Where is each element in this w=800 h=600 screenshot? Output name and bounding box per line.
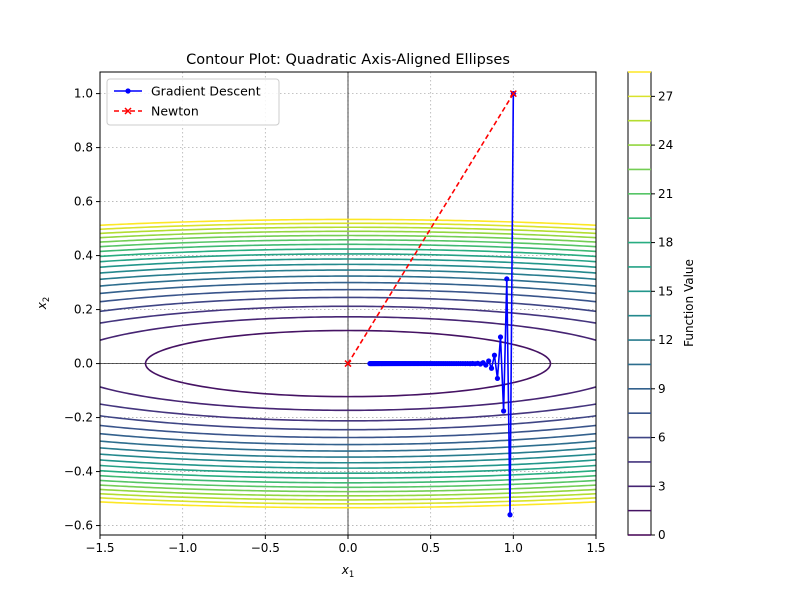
contour-level-3 bbox=[100, 296, 596, 431]
contours bbox=[100, 218, 596, 509]
series-point-gradient-descent-3 bbox=[501, 408, 507, 414]
contour-level-7 bbox=[100, 269, 596, 458]
y-tick-label-1: −0.4 bbox=[64, 465, 93, 479]
contour-level-15 bbox=[100, 230, 596, 497]
y-axis-label-sub: 2 bbox=[42, 297, 52, 302]
legend-label-gradient-descent: Gradient Descent bbox=[151, 84, 261, 99]
y-axis: −0.6 −0.4 −0.2 0.0 0.2 0.4 0.6 0.8 1.0 bbox=[64, 87, 100, 533]
y-axis-label-base: x bbox=[35, 301, 49, 310]
contour-level-11 bbox=[100, 248, 596, 479]
x-axis-label-sub: 1 bbox=[349, 570, 354, 580]
x-tick-label-0: −1.5 bbox=[85, 541, 114, 555]
contour-level-14 bbox=[100, 234, 596, 493]
series-point-gradient-descent-8 bbox=[486, 358, 492, 364]
series-point-gradient-descent-6 bbox=[491, 352, 498, 358]
contour-level-9 bbox=[100, 258, 596, 469]
y-tick-label-4: 0.2 bbox=[74, 303, 93, 317]
x-tick-label-1: −1.0 bbox=[168, 541, 197, 555]
contour-level-13 bbox=[100, 239, 596, 489]
x-tick-label-3: 0.0 bbox=[338, 541, 357, 555]
colorbar: 0 3 6 9 12 15 18 21 24 27 bbox=[627, 71, 673, 542]
series-point-newton-0 bbox=[509, 90, 517, 98]
series-point-gradient-descent-5 bbox=[494, 375, 501, 382]
series-point-gradient-descent-4 bbox=[497, 334, 504, 340]
contour-level-0 bbox=[144, 329, 552, 398]
series-point-gradient-descent-100 bbox=[367, 360, 373, 367]
colorbar-tick-label-4: 12 bbox=[658, 333, 673, 347]
contour-level-6 bbox=[100, 275, 596, 452]
colorbar-tick-label-2: 6 bbox=[658, 431, 666, 445]
contour-level-4 bbox=[100, 288, 596, 439]
series-point-gradient-descent-7 bbox=[488, 365, 495, 371]
contour-level-17 bbox=[100, 222, 596, 505]
series-point-newton-1 bbox=[344, 360, 352, 368]
colorbar-tick-label-0: 0 bbox=[658, 528, 666, 542]
contour-level-10 bbox=[100, 253, 596, 475]
contour-level-18 bbox=[100, 218, 596, 509]
legend: Gradient Descent Newton bbox=[106, 78, 280, 126]
series-point-gradient-descent-1 bbox=[507, 512, 513, 518]
chart-title: Contour Plot: Quadratic Axis-Aligned Ell… bbox=[186, 52, 510, 68]
colorbar-tick-label-7: 21 bbox=[658, 187, 673, 201]
x-axis-label-base: x bbox=[341, 563, 350, 577]
contour-level-16 bbox=[100, 226, 596, 501]
colorbar-frame bbox=[627, 71, 652, 536]
x-tick-label-6: 1.5 bbox=[586, 541, 605, 555]
x-axis: −1.5 −1.0 −0.5 0.0 0.5 1.0 1.5 bbox=[85, 535, 606, 555]
legend-box bbox=[106, 78, 280, 126]
y-tick-label-8: 1.0 bbox=[74, 87, 93, 101]
contour-level-12 bbox=[100, 243, 596, 484]
contour-level-1 bbox=[100, 316, 596, 412]
y-tick-label-6: 0.6 bbox=[74, 195, 93, 209]
colorbar-label: Function Value bbox=[682, 259, 696, 347]
y-tick-label-5: 0.4 bbox=[74, 249, 93, 263]
x-tick-label-4: 0.5 bbox=[421, 541, 440, 555]
series-layer bbox=[344, 90, 517, 518]
x-tick-label-5: 1.0 bbox=[504, 541, 523, 555]
x-axis-label: x1 bbox=[341, 563, 355, 580]
y-tick-label-2: −0.2 bbox=[64, 411, 93, 425]
colorbar-tick-label-1: 3 bbox=[658, 479, 666, 493]
colorbar-tick-label-3: 9 bbox=[658, 382, 666, 396]
series-line-gradient-descent bbox=[369, 93, 515, 515]
series-line-newton bbox=[347, 93, 515, 364]
colorbar-tick-label-6: 18 bbox=[658, 236, 673, 250]
contour-level-2 bbox=[100, 305, 596, 422]
x-tick-label-2: −0.5 bbox=[251, 541, 280, 555]
colorbar-tick-label-5: 15 bbox=[658, 284, 673, 298]
y-axis-label: x2 bbox=[35, 297, 52, 311]
contour-level-8 bbox=[100, 263, 596, 464]
y-tick-label-0: −0.6 bbox=[64, 519, 93, 533]
y-tick-label-7: 0.8 bbox=[74, 141, 93, 155]
legend-label-newton: Newton bbox=[151, 104, 199, 119]
colorbar-tick-label-9: 27 bbox=[658, 89, 673, 103]
colorbar-tick-label-8: 24 bbox=[658, 138, 673, 152]
legend-marker-gradient-descent bbox=[125, 88, 131, 94]
legend-marker-newton bbox=[124, 107, 132, 115]
contour-level-5 bbox=[100, 281, 596, 446]
series-point-gradient-descent-2 bbox=[504, 276, 510, 282]
y-tick-label-3: 0.0 bbox=[74, 357, 93, 371]
